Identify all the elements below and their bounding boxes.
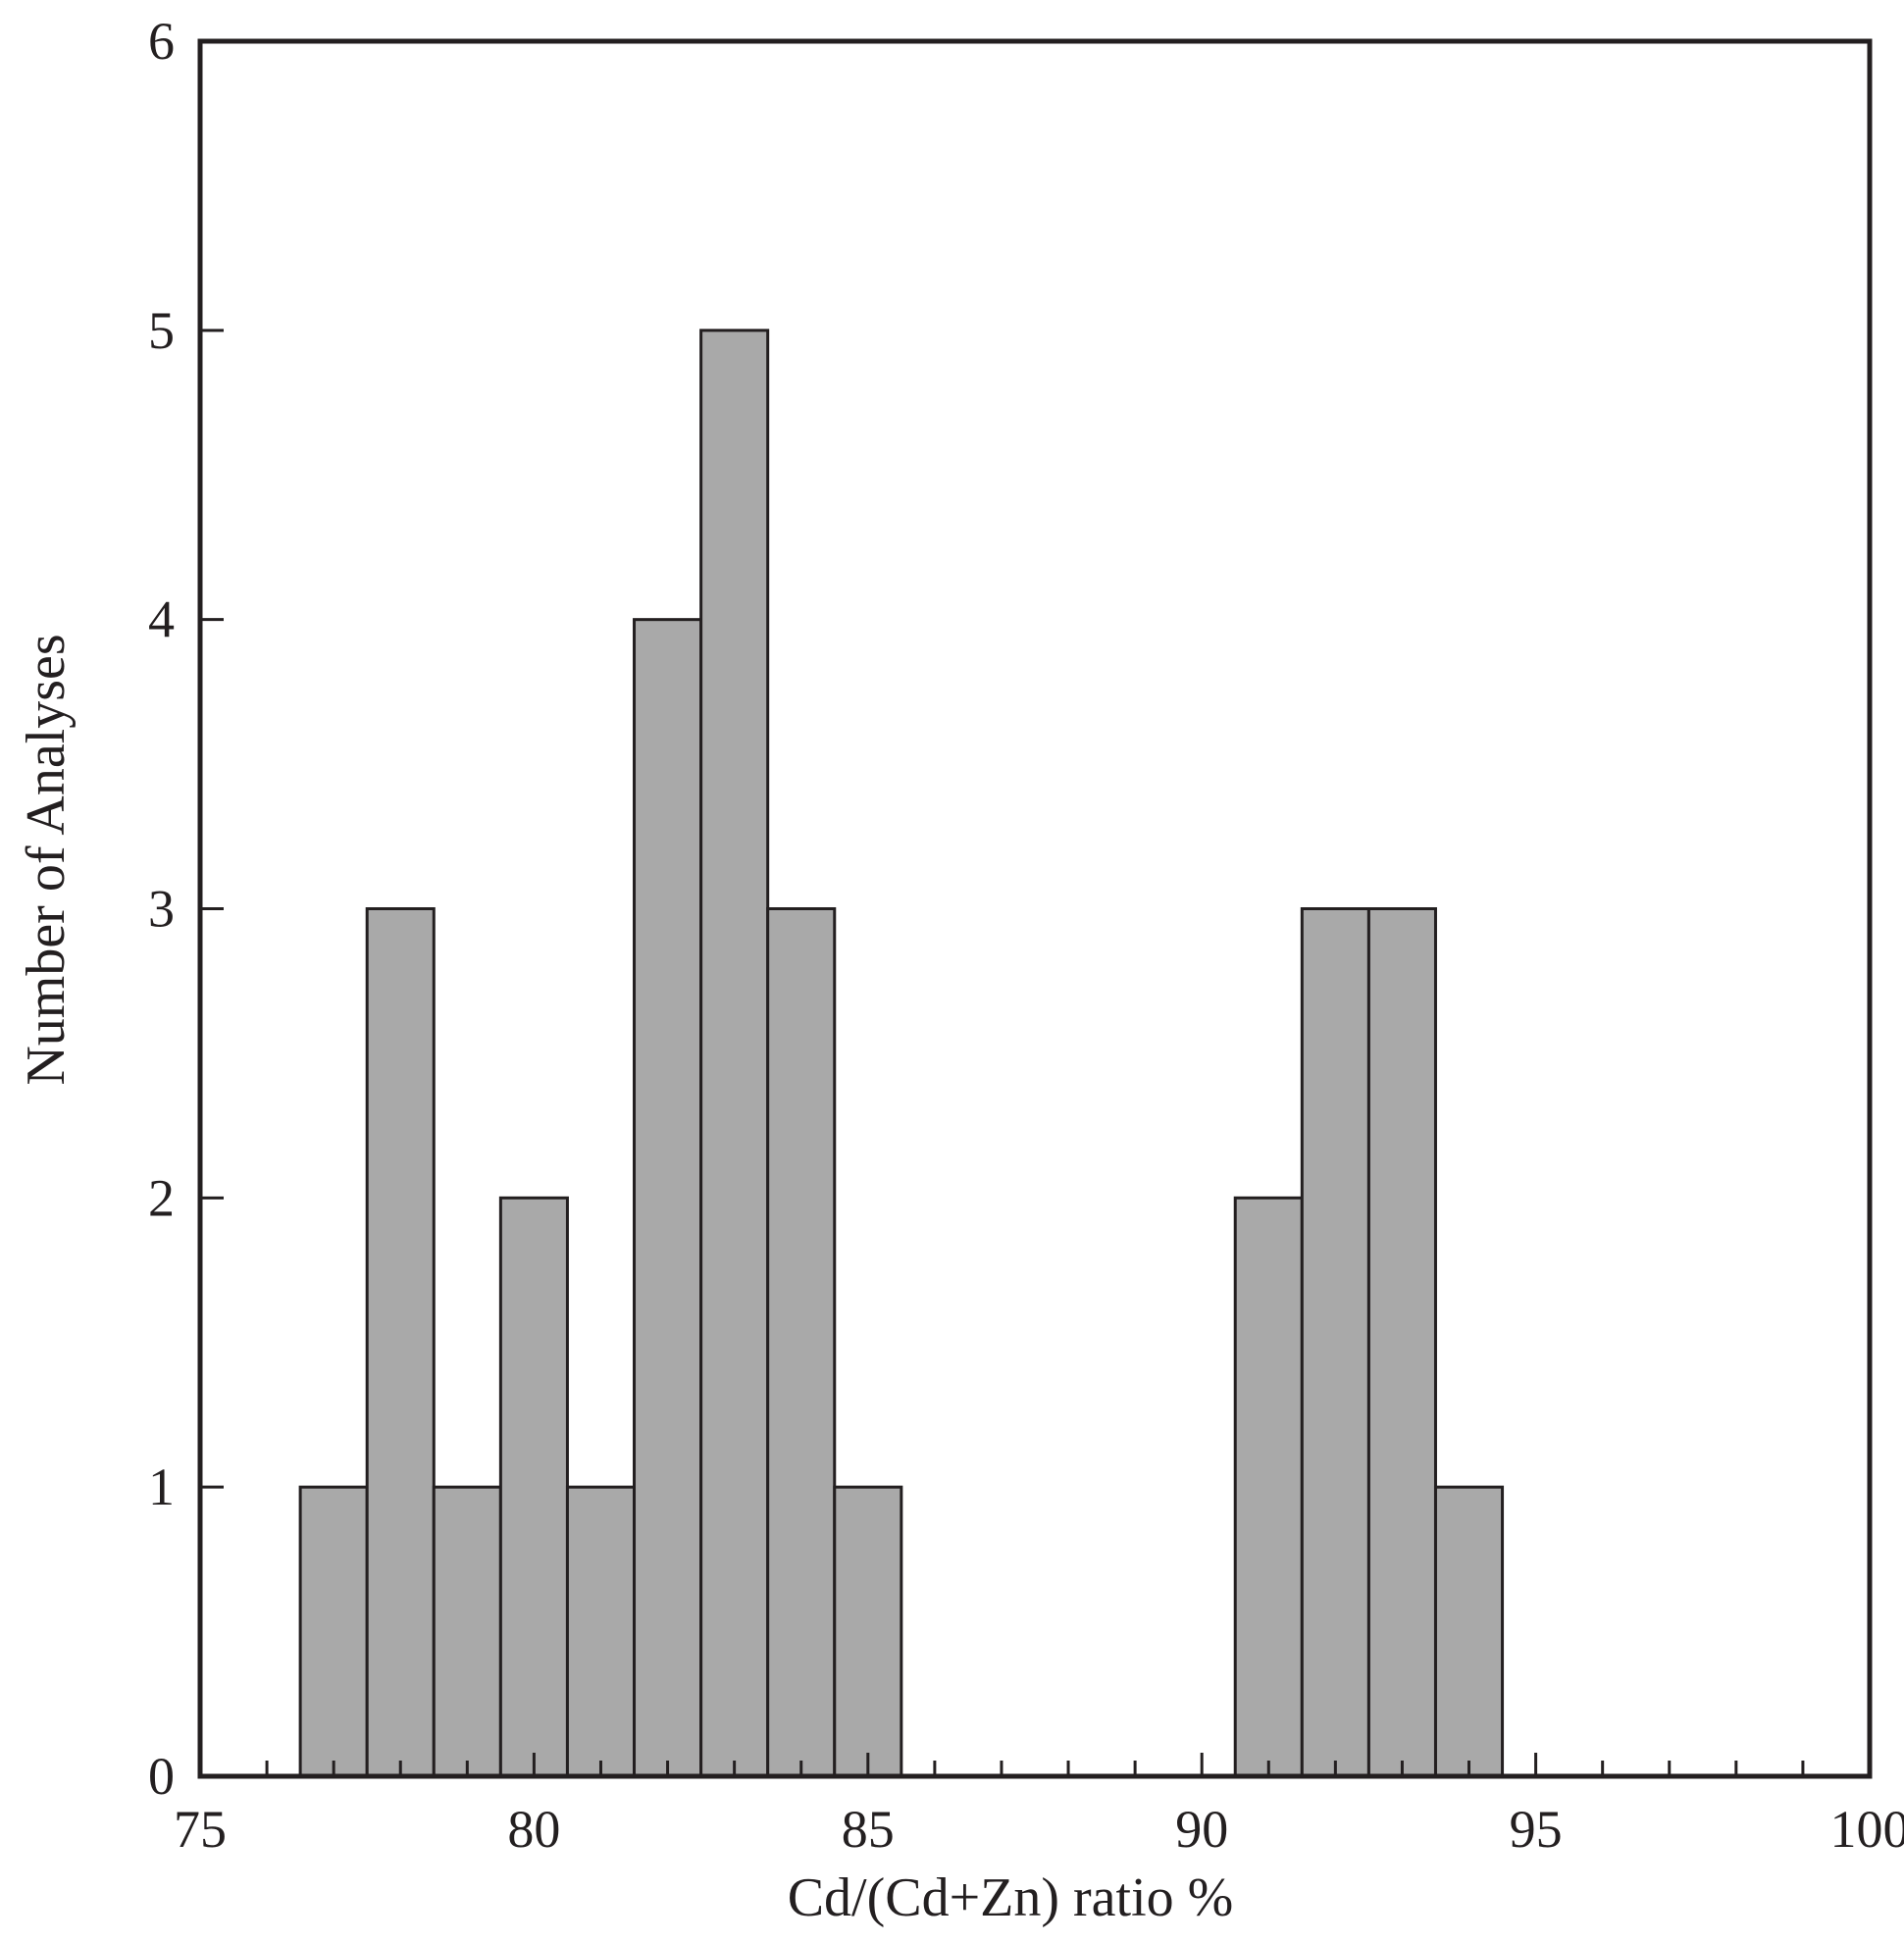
y-axis-title: Number of Analyses bbox=[16, 634, 77, 1085]
histogram-bar-5 bbox=[633, 618, 703, 1778]
y-tick-label-0: 0 bbox=[148, 1747, 175, 1806]
histogram-bar-11 bbox=[1366, 907, 1437, 1778]
plot-frame bbox=[197, 38, 1873, 1779]
histogram-bar-0 bbox=[298, 1485, 369, 1778]
y-tick-label-6: 6 bbox=[148, 12, 175, 71]
histogram-bar-9 bbox=[1233, 1196, 1304, 1778]
x-tick-label-95: 95 bbox=[1510, 1800, 1563, 1859]
x-axis-title: Cd/(Cd+Zn) ratio % bbox=[788, 1867, 1234, 1928]
x-axis-ticks: 75 80 85 90 95 100 bbox=[174, 1753, 1904, 1859]
y-tick-label-2: 2 bbox=[148, 1168, 175, 1227]
histogram-bar-8 bbox=[833, 1485, 903, 1778]
y-tick-label-5: 5 bbox=[148, 301, 175, 360]
y-tick-label-4: 4 bbox=[148, 590, 175, 649]
x-tick-label-90: 90 bbox=[1175, 1800, 1228, 1859]
histogram-bar-4 bbox=[565, 1485, 637, 1778]
x-tick-label-100: 100 bbox=[1830, 1800, 1904, 1859]
histogram-bar-3 bbox=[498, 1196, 569, 1778]
x-tick-label-80: 80 bbox=[507, 1800, 560, 1859]
y-tick-label-1: 1 bbox=[148, 1457, 175, 1516]
histogram-bar-2 bbox=[432, 1485, 502, 1778]
x-tick-label-75: 75 bbox=[174, 1800, 227, 1859]
histogram-bar-7 bbox=[766, 907, 837, 1778]
histogram-bar-12 bbox=[1433, 1485, 1505, 1778]
y-tick-label-3: 3 bbox=[148, 880, 175, 939]
histogram-bar-10 bbox=[1300, 907, 1370, 1778]
histogram-bar-6 bbox=[699, 329, 770, 1778]
x-tick-label-85: 85 bbox=[842, 1800, 895, 1859]
bars-group bbox=[298, 329, 1505, 1778]
histogram-bar-1 bbox=[365, 907, 436, 1778]
y-axis-ticks: 0 1 2 3 4 5 6 bbox=[148, 12, 224, 1806]
